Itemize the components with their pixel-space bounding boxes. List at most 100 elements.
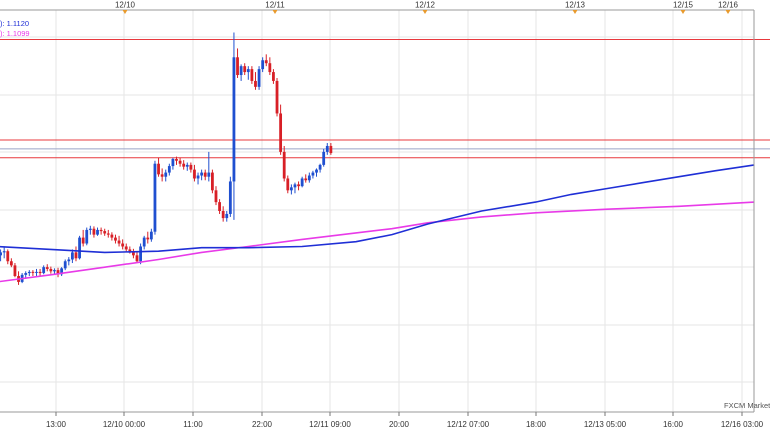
candle xyxy=(236,48,239,78)
candle xyxy=(139,243,142,265)
ma1-line xyxy=(0,164,755,254)
candle-body xyxy=(322,151,326,165)
session-marker xyxy=(725,10,731,14)
candle-body xyxy=(193,169,196,179)
candle-body xyxy=(214,190,218,203)
candle-body xyxy=(135,255,139,262)
candle xyxy=(9,258,13,268)
candle-body xyxy=(45,267,49,269)
candle xyxy=(106,229,110,238)
candle xyxy=(282,145,286,182)
bottom-axis-label: 12/12 07:00 xyxy=(447,420,490,429)
candle-body xyxy=(85,229,89,244)
candle-body xyxy=(164,172,168,177)
candle-body xyxy=(2,251,6,253)
candle xyxy=(171,157,175,170)
candle xyxy=(132,248,135,259)
candle-body xyxy=(279,113,283,152)
candle xyxy=(121,239,125,250)
candle xyxy=(228,176,232,217)
candle xyxy=(307,172,311,183)
bottom-axis-label: 18:00 xyxy=(526,420,547,429)
candle-body xyxy=(318,164,322,170)
candle xyxy=(289,184,293,195)
candle xyxy=(246,66,250,80)
candle xyxy=(272,69,275,84)
bottom-axis-label: 22:00 xyxy=(252,420,273,429)
session-marker xyxy=(422,10,428,14)
candle-body xyxy=(221,211,225,219)
candle xyxy=(239,64,243,81)
candle-body xyxy=(307,175,311,181)
candle-body xyxy=(132,251,135,256)
candle-body xyxy=(74,252,78,259)
candle-body xyxy=(189,164,193,170)
candle xyxy=(257,66,261,90)
candle-body xyxy=(56,270,60,275)
candle-body xyxy=(157,163,160,175)
top-axis-label: 12/13 xyxy=(565,1,586,10)
candle-body xyxy=(124,246,128,250)
candle-body xyxy=(211,172,214,191)
candle xyxy=(196,172,200,185)
candle xyxy=(56,267,60,278)
candle-body xyxy=(146,237,150,240)
bottom-axis: 13:00 12/10 00:00 11:00 22:00 12/11 09:00 20:… xyxy=(46,412,764,429)
candle-body xyxy=(24,273,28,275)
candle-body xyxy=(286,178,290,191)
candle xyxy=(38,268,42,277)
candles xyxy=(0,32,333,285)
candle xyxy=(264,54,268,67)
candle-body xyxy=(31,271,35,273)
candle xyxy=(167,163,171,176)
candle xyxy=(329,143,333,155)
bottom-axis-label: 20:00 xyxy=(389,420,410,429)
candle-body xyxy=(182,163,186,167)
candle-body xyxy=(185,164,189,167)
candle-body xyxy=(243,66,247,73)
candle xyxy=(0,249,2,262)
candle xyxy=(207,151,211,182)
candle-body xyxy=(63,261,67,269)
candle-body xyxy=(325,145,329,152)
candle-body xyxy=(0,252,2,256)
candle-body xyxy=(297,184,300,187)
candle xyxy=(297,181,300,191)
candle xyxy=(45,264,49,272)
candle-body xyxy=(53,270,56,272)
candle xyxy=(81,229,85,247)
candle-body xyxy=(67,259,71,262)
candle-body xyxy=(275,80,279,114)
candle-body xyxy=(114,237,117,241)
candle-body xyxy=(239,66,243,76)
top-axis-label: 12/11 xyxy=(265,1,285,10)
candle xyxy=(74,246,78,262)
candle xyxy=(268,57,272,76)
candle-body xyxy=(272,72,275,81)
candle xyxy=(293,182,297,194)
candle-body xyxy=(300,178,304,187)
candle-body xyxy=(218,202,221,211)
candle-body xyxy=(117,240,121,244)
candle xyxy=(175,156,178,165)
candle xyxy=(78,235,81,260)
candle-body xyxy=(81,237,85,244)
candle xyxy=(193,164,196,182)
candle xyxy=(182,160,186,170)
candle xyxy=(160,168,164,182)
candle xyxy=(254,72,257,90)
candle-body xyxy=(268,63,272,73)
candle-body xyxy=(329,145,333,154)
candle xyxy=(99,227,103,235)
candle-body xyxy=(142,237,146,247)
ma2-line xyxy=(0,201,755,283)
candle xyxy=(218,199,221,214)
candle-body xyxy=(6,251,10,262)
watermark: FXCM Market xyxy=(724,401,770,410)
candle-body xyxy=(200,172,204,176)
candle xyxy=(243,63,247,76)
candle xyxy=(13,263,17,278)
candle-body xyxy=(128,249,132,252)
candle xyxy=(225,211,229,222)
